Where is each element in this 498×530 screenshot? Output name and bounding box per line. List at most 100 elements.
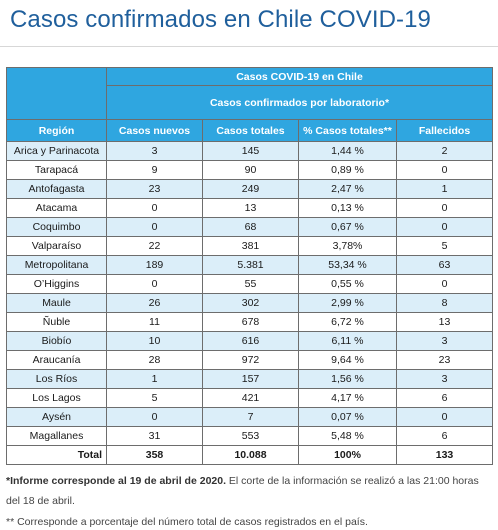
cell-deaths: 0 xyxy=(396,198,493,218)
table-row: Ñuble 11 678 6,72 % 13 xyxy=(6,312,493,332)
cell-pct-total: 0,07 % xyxy=(298,407,397,427)
cell-new-cases: 28 xyxy=(106,350,203,370)
group-header: Casos COVID-19 en Chile xyxy=(106,67,493,86)
cell-new-cases: 189 xyxy=(106,255,203,275)
cell-deaths: 0 xyxy=(396,160,493,180)
title-divider xyxy=(0,46,498,47)
column-header-region: Región xyxy=(6,119,107,142)
cell-region: Coquimbo xyxy=(6,217,107,237)
table-row: Aysén 0 7 0,07 % 0 xyxy=(6,407,493,427)
cell-deaths: 3 xyxy=(396,331,493,351)
cell-deaths: 0 xyxy=(396,217,493,237)
total-deaths: 133 xyxy=(396,445,493,465)
cell-total-cases: 249 xyxy=(202,179,299,199)
table-row: Coquimbo 0 68 0,67 % 0 xyxy=(6,217,493,237)
cell-total-cases: 421 xyxy=(202,388,299,408)
header-blank-cell xyxy=(6,67,107,120)
cell-region: Antofagasta xyxy=(6,179,107,199)
table-row: Metropolitana 189 5.381 53,34 % 63 xyxy=(6,255,493,275)
cell-total-cases: 13 xyxy=(202,198,299,218)
total-total-cases: 10.088 xyxy=(202,445,299,465)
cell-deaths: 0 xyxy=(396,274,493,294)
cell-deaths: 13 xyxy=(396,312,493,332)
cell-new-cases: 31 xyxy=(106,426,203,446)
table-row: Los Ríos 1 157 1,56 % 3 xyxy=(6,369,493,389)
cell-region: Tarapacá xyxy=(6,160,107,180)
cell-total-cases: 157 xyxy=(202,369,299,389)
cell-region: Aysén xyxy=(6,407,107,427)
cell-deaths: 3 xyxy=(396,369,493,389)
table-row: Arica y Parinacota 3 145 1,44 % 2 xyxy=(6,141,493,161)
cell-total-cases: 5.381 xyxy=(202,255,299,275)
cell-total-cases: 553 xyxy=(202,426,299,446)
cell-deaths: 6 xyxy=(396,426,493,446)
cell-new-cases: 9 xyxy=(106,160,203,180)
cell-region: O’Higgins xyxy=(6,274,107,294)
total-pct: 100% xyxy=(298,445,397,465)
cell-new-cases: 1 xyxy=(106,369,203,389)
table-row: O’Higgins 0 55 0,55 % 0 xyxy=(6,274,493,294)
cell-pct-total: 0,89 % xyxy=(298,160,397,180)
cell-region: Maule xyxy=(6,293,107,313)
cell-deaths: 6 xyxy=(396,388,493,408)
cell-total-cases: 90 xyxy=(202,160,299,180)
cell-region: Ñuble xyxy=(6,312,107,332)
cell-pct-total: 5,48 % xyxy=(298,426,397,446)
cell-new-cases: 10 xyxy=(106,331,203,351)
cell-total-cases: 972 xyxy=(202,350,299,370)
cell-pct-total: 4,17 % xyxy=(298,388,397,408)
cell-new-cases: 5 xyxy=(106,388,203,408)
table-row: Los Lagos 5 421 4,17 % 6 xyxy=(6,388,493,408)
cell-pct-total: 0,55 % xyxy=(298,274,397,294)
column-header-deaths: Fallecidos xyxy=(396,119,493,142)
table-row: Magallanes 31 553 5,48 % 6 xyxy=(6,426,493,446)
table-row: Tarapacá 9 90 0,89 % 0 xyxy=(6,160,493,180)
cell-new-cases: 0 xyxy=(106,217,203,237)
total-new-cases: 358 xyxy=(106,445,203,465)
cell-total-cases: 678 xyxy=(202,312,299,332)
cell-pct-total: 0,13 % xyxy=(298,198,397,218)
cell-deaths: 5 xyxy=(396,236,493,256)
cell-total-cases: 616 xyxy=(202,331,299,351)
cell-pct-total: 2,99 % xyxy=(298,293,397,313)
covid-cases-table: Casos COVID-19 en Chile Casos confirmado… xyxy=(6,67,493,465)
cell-region: Arica y Parinacota xyxy=(6,141,107,161)
cell-deaths: 2 xyxy=(396,141,493,161)
cell-pct-total: 0,67 % xyxy=(298,217,397,237)
cell-new-cases: 26 xyxy=(106,293,203,313)
cell-region: Los Lagos xyxy=(6,388,107,408)
cell-pct-total: 6,11 % xyxy=(298,331,397,351)
cell-deaths: 23 xyxy=(396,350,493,370)
table-row: Antofagasta 23 249 2,47 % 1 xyxy=(6,179,493,199)
footnote-report-date-rest: El corte de la información se realizó a … xyxy=(6,475,479,507)
cell-pct-total: 1,56 % xyxy=(298,369,397,389)
cell-new-cases: 0 xyxy=(106,274,203,294)
cell-pct-total: 3,78% xyxy=(298,236,397,256)
footnote-report-date: *Informe corresponde al 19 de abril de 2… xyxy=(6,471,492,511)
cell-total-cases: 68 xyxy=(202,217,299,237)
cell-pct-total: 1,44 % xyxy=(298,141,397,161)
cell-new-cases: 22 xyxy=(106,236,203,256)
sub-header: Casos confirmados por laboratorio* xyxy=(106,85,493,120)
total-label: Total xyxy=(6,445,107,465)
table-row: Maule 26 302 2,99 % 8 xyxy=(6,293,493,313)
cell-pct-total: 2,47 % xyxy=(298,179,397,199)
cell-new-cases: 3 xyxy=(106,141,203,161)
cell-region: Metropolitana xyxy=(6,255,107,275)
cell-pct-total: 9,64 % xyxy=(298,350,397,370)
cell-total-cases: 302 xyxy=(202,293,299,313)
cell-new-cases: 0 xyxy=(106,198,203,218)
cell-total-cases: 55 xyxy=(202,274,299,294)
cell-region: Araucanía xyxy=(6,350,107,370)
table-body: Arica y Parinacota 3 145 1,44 % 2 Tarapacá 9 90… xyxy=(6,141,493,446)
cell-total-cases: 7 xyxy=(202,407,299,427)
cell-region: Valparaíso xyxy=(6,236,107,256)
column-header-total-cases: Casos totales xyxy=(202,119,299,142)
table-row: Valparaíso 22 381 3,78% 5 xyxy=(6,236,493,256)
cell-region: Magallanes xyxy=(6,426,107,446)
table-row: Biobío 10 616 6,11 % 3 xyxy=(6,331,493,351)
total-row: Total 358 10.088 100% 133 xyxy=(6,445,493,465)
cell-total-cases: 145 xyxy=(202,141,299,161)
table-row: Araucanía 28 972 9,64 % 23 xyxy=(6,350,493,370)
cell-deaths: 1 xyxy=(396,179,493,199)
